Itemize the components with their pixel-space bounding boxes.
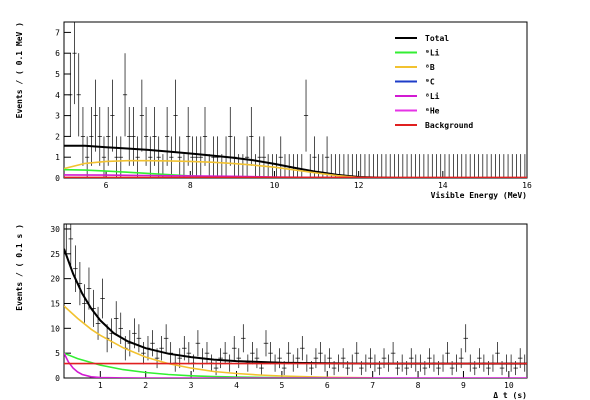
x-tick-label: 2 — [143, 381, 148, 390]
x-tick-label: 9 — [461, 381, 466, 390]
y-axis-title: Events / ( 0.1 s ) — [15, 224, 24, 311]
series-line — [64, 248, 527, 365]
y-tick-label: 25 — [50, 250, 60, 259]
series-line — [64, 305, 373, 378]
x-tick-label: 6 — [104, 181, 109, 190]
x-tick-label: 16 — [522, 181, 532, 190]
plot-area — [64, 22, 527, 178]
x-tick-label: 7 — [370, 381, 375, 390]
y-tick-label: 15 — [50, 299, 60, 308]
y-tick-label: 0 — [55, 374, 60, 383]
legend-label: Total — [425, 34, 449, 43]
x-tick-label: 8 — [188, 181, 193, 190]
legend: Total ⁹Li ⁸B ⁹C ⁸Li ⁶He Background — [395, 34, 473, 130]
x-tick-label: 8 — [416, 381, 421, 390]
plot-frame — [63, 223, 528, 379]
y-tick-label: 4 — [55, 91, 60, 100]
x-tick-label: 12 — [354, 181, 364, 190]
y-tick-label: 20 — [50, 275, 60, 284]
legend-label: ⁹Li — [425, 48, 440, 58]
y-tick-label: 5 — [55, 349, 60, 358]
x-tick-label: 4 — [234, 381, 239, 390]
y-tick-label: 3 — [55, 112, 60, 121]
series-line — [64, 159, 380, 178]
x-axis-title: Visible Energy (MeV) — [431, 190, 527, 200]
y-tick-label: 7 — [55, 28, 60, 37]
plot-area — [64, 224, 527, 378]
series-line — [64, 352, 527, 378]
x-tick-label: 6 — [325, 381, 330, 390]
y-axis-title: Events / ( 0.1 MeV ) — [15, 22, 24, 118]
y-tick-label: 6 — [55, 49, 60, 58]
legend-label: ⁶He — [425, 107, 440, 116]
x-tick-label: 10 — [504, 381, 514, 390]
legend-label: ⁸Li — [425, 91, 440, 101]
x-tick-label: 3 — [189, 381, 194, 390]
x-axis-title: Δ t (s) — [493, 391, 527, 400]
x-tick-label: 10 — [270, 181, 280, 190]
legend-label: Background — [425, 121, 473, 130]
y-tick-label: 10 — [50, 324, 60, 333]
y-tick-label: 1 — [55, 153, 60, 162]
x-tick-label: 1 — [98, 381, 103, 390]
legend-label: ⁹C — [425, 78, 435, 87]
legend-label: ⁸B — [425, 63, 435, 72]
y-tick-label: 2 — [55, 132, 60, 141]
y-tick-label: 0 — [55, 174, 60, 183]
y-tick-label: 30 — [50, 225, 60, 234]
x-tick-label: 14 — [438, 181, 448, 190]
x-tick-label: 5 — [279, 381, 284, 390]
y-tick-label: 5 — [55, 70, 60, 79]
